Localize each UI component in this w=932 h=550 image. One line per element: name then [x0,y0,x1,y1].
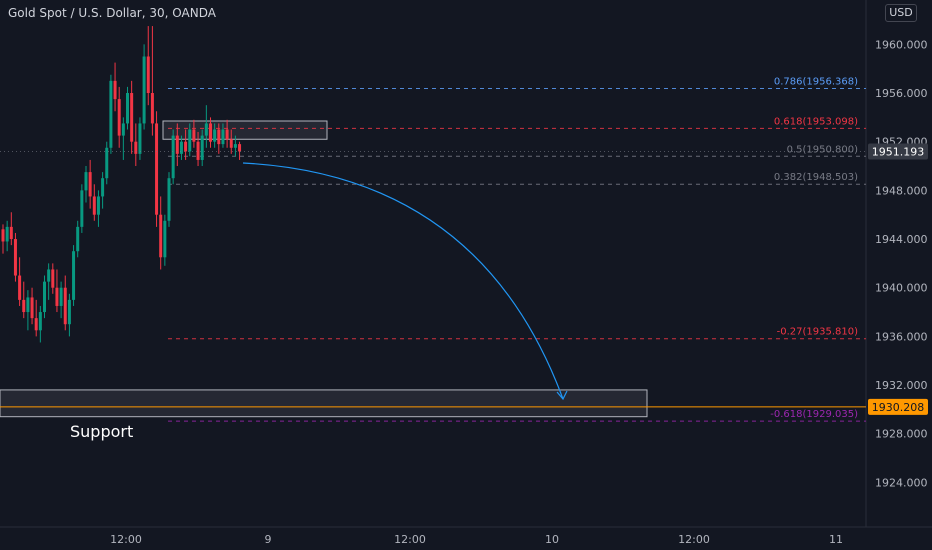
candle-body [233,144,237,148]
fib-level-label: 0.5(1950.800) [787,144,859,155]
candle-body [138,123,142,154]
x-tick-label: 11 [829,533,843,546]
x-tick-label: 12:00 [110,533,142,546]
marked-price-label: 1930.208 [872,401,925,414]
candle-body [59,287,63,306]
candle-body [34,318,38,331]
y-tick-label: 1936.000 [875,330,928,343]
candle-body [188,129,192,152]
fib-levels-layer: 0.786(1956.368) 0.618(1953.098) 0.5(1950.8… [168,77,866,422]
candle-body [121,123,125,136]
current-price-badge [868,143,928,160]
x-tick-label: 10 [545,533,559,546]
candle-body [238,144,242,152]
candle-body [63,287,67,325]
candle-body [167,178,171,221]
x-tick-label: 12:00 [394,533,426,546]
candle-body [113,80,117,100]
candle-body [72,251,76,300]
candle-body [229,139,233,148]
y-tick-label: 1924.000 [875,476,928,489]
price-axis[interactable]: 1960.0001956.0001952.0001948.0001944.000… [875,38,928,489]
marked-price-badge [868,398,928,415]
projection-arrow [242,162,568,401]
candle-body [18,275,22,300]
fib-level-label: 0.618(1953.098) [774,116,858,127]
candle-body [92,196,96,215]
y-tick-label: 1960.000 [875,38,928,51]
candle-body [13,239,17,276]
current-price-label: 1951.193 [872,146,925,159]
candle-body [179,141,183,154]
candle-body [51,269,55,288]
candle-body [101,178,105,197]
candle-body [146,56,150,94]
fib-level-label: 0.786(1956.368) [774,77,858,88]
candle-body [184,141,188,152]
fib-level-label: -0.27(1935.810) [777,327,858,338]
y-tick-label: 1932.000 [875,379,928,392]
candle-body [117,99,121,136]
candle-body [204,123,208,136]
support-box [0,389,648,418]
candle-body [88,172,92,197]
candle-body [47,269,51,282]
projection-arrowhead [556,390,568,401]
y-tick-label: 1944.000 [875,233,928,246]
candle-body [171,135,175,179]
candle-body [1,229,5,242]
candle-body [192,129,196,142]
candle-body [105,147,109,179]
zones-layer [0,120,866,418]
x-tick-label: 12:00 [678,533,710,546]
candle-body [159,214,163,258]
candle-body [84,172,88,191]
candles-layer [1,26,242,343]
y-tick-label: 1948.000 [875,184,928,197]
support-label: Support [70,422,134,441]
candle-body [163,220,167,258]
candle-body [43,281,46,313]
y-tick-label: 1940.000 [875,282,928,295]
candle-body [109,80,113,148]
candle-body [22,299,26,313]
time-axis[interactable]: 12:00 9 12:00 10 12:00 11 [110,533,843,546]
candle-body [80,190,84,227]
resistance-box [162,120,328,140]
candle-body [221,129,225,145]
candle-body [196,141,200,160]
candle-body [217,129,221,145]
candle-body [26,297,30,313]
candle-body [9,226,13,240]
y-tick-label: 1928.000 [875,428,928,441]
candle-body [30,297,34,319]
candle-body [150,93,154,124]
candle-body [126,93,129,124]
candle-body [5,226,9,242]
candle-body [142,56,146,124]
fib-level-label: 0.382(1948.503) [774,172,858,183]
price-badges-layer: 1951.193 1930.208 [0,143,928,415]
y-tick-label: 1956.000 [875,87,928,100]
candle-body [175,135,179,154]
candle-body [155,123,159,215]
candle-body [76,226,80,252]
candle-body [96,196,100,215]
candle-body [55,287,59,306]
candle-body [130,93,134,142]
candle-body [225,129,229,140]
chart-title: Gold Spot / U.S. Dollar, 30, OANDA [8,6,216,20]
candle-body [200,135,204,160]
currency-button[interactable]: USD [885,4,917,22]
x-tick-label: 9 [265,533,272,546]
candle-body [67,299,71,325]
candle-body [134,141,138,154]
candle-body [209,123,212,142]
projection-curve [242,162,564,400]
candle-body [213,129,217,142]
fib-level-label: -0.618(1929.035) [770,409,858,420]
candle-body [38,312,42,331]
